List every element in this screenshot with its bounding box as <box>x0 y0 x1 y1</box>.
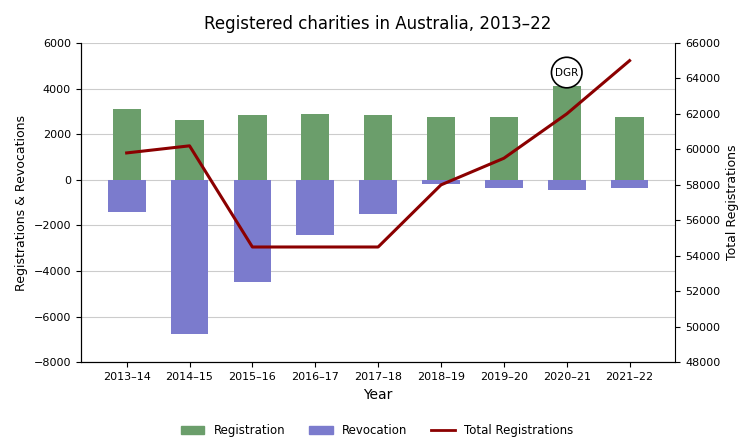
Bar <box>296 180 334 235</box>
Bar <box>359 180 397 214</box>
Bar <box>615 117 644 180</box>
Bar <box>553 86 581 180</box>
Y-axis label: Total Registrations: Total Registrations <box>726 145 739 260</box>
Bar <box>422 180 460 185</box>
Bar <box>108 180 146 212</box>
Bar <box>364 115 392 180</box>
X-axis label: Year: Year <box>363 388 393 402</box>
Bar <box>238 115 267 180</box>
Bar <box>234 180 271 283</box>
Bar <box>611 180 648 188</box>
Legend: Registration, Revocation, Total Registrations: Registration, Revocation, Total Registra… <box>176 420 578 442</box>
Title: Registered charities in Australia, 2013–22: Registered charities in Australia, 2013–… <box>204 15 552 33</box>
Bar <box>427 117 455 180</box>
Bar <box>112 109 141 180</box>
Bar <box>548 180 586 190</box>
Text: DGR: DGR <box>555 68 578 78</box>
Bar <box>176 121 204 180</box>
Bar <box>170 180 208 334</box>
Bar <box>485 180 523 188</box>
Y-axis label: Registrations & Revocations: Registrations & Revocations <box>15 115 28 291</box>
Bar <box>489 117 518 180</box>
Bar <box>301 114 329 180</box>
